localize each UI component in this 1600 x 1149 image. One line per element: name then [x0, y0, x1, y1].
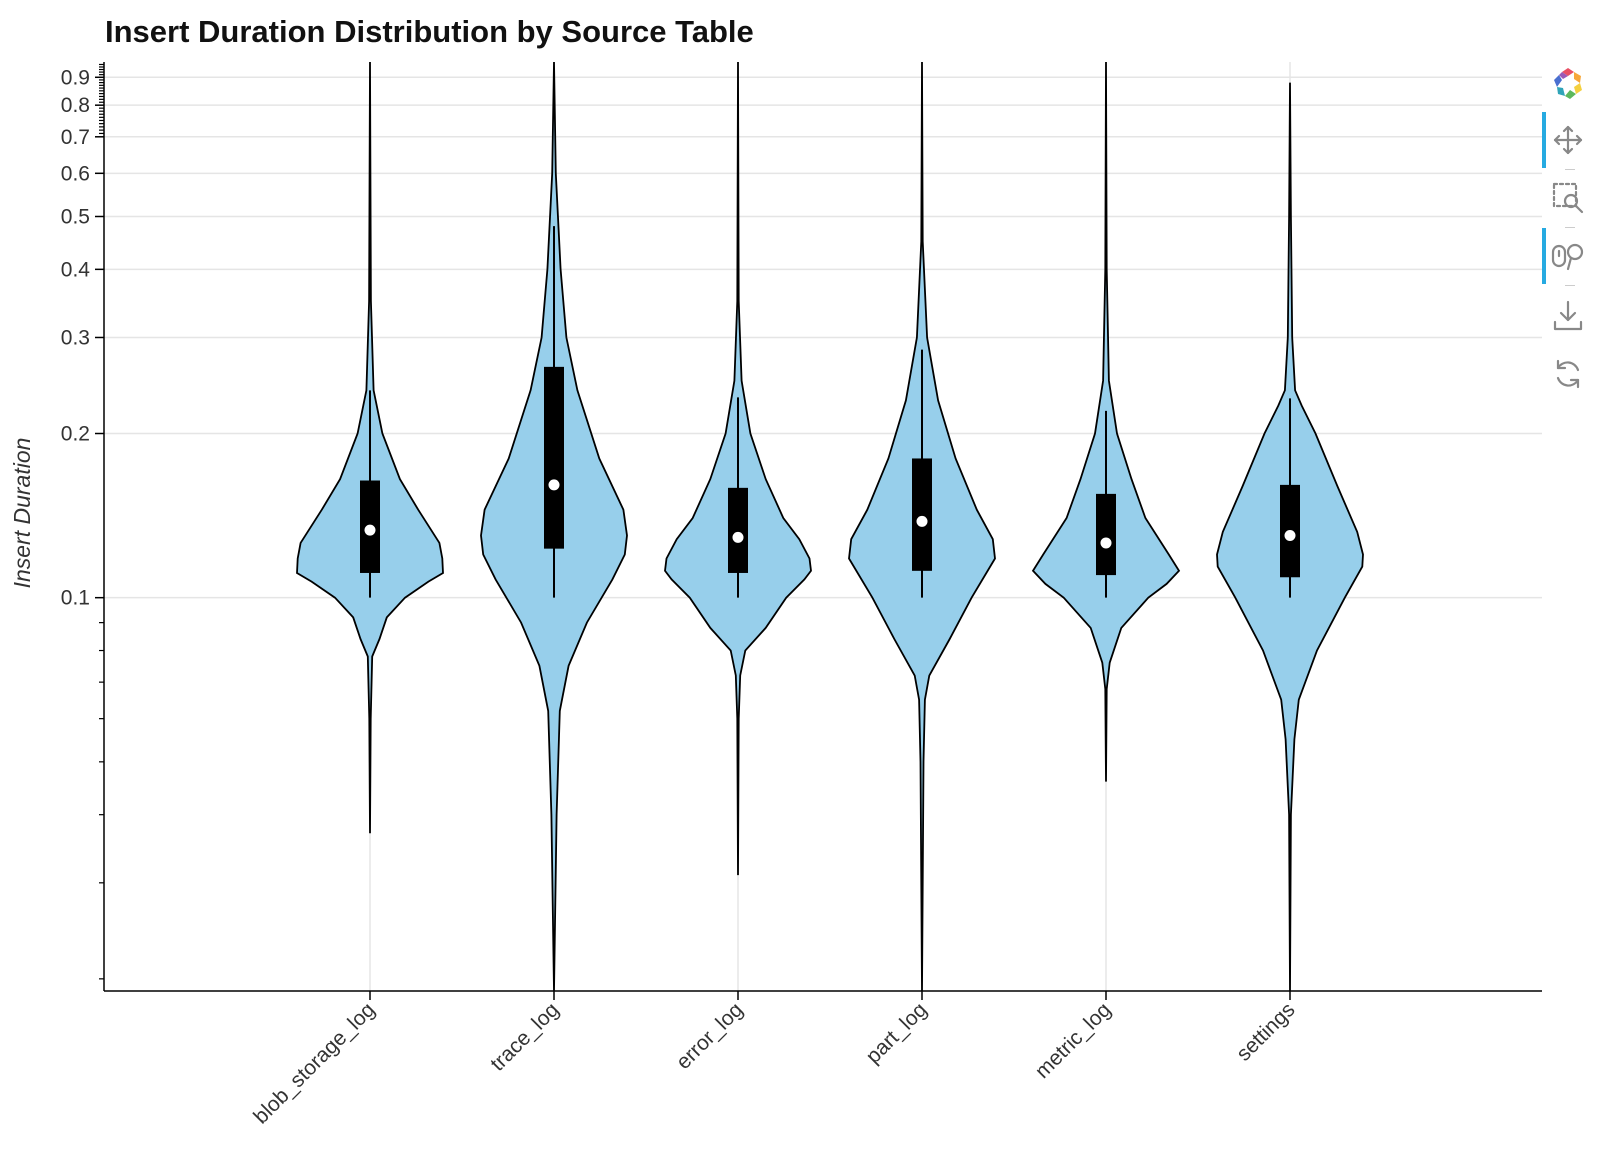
y-tick-label: 0.2	[61, 423, 90, 446]
chart-title: Insert Duration Distribution by Source T…	[105, 14, 754, 49]
wheel-zoom-tool-button[interactable]	[1542, 228, 1594, 284]
y-tick-label: 0.6	[61, 162, 90, 185]
violins	[296, 61, 1364, 992]
violin-median-point	[732, 531, 744, 543]
save-tool-button[interactable]	[1542, 288, 1594, 344]
box-zoom-tool-button[interactable]	[1542, 170, 1594, 226]
y-tick-label: 0.5	[61, 205, 90, 228]
violin-iqr-box	[728, 487, 748, 573]
y-tick-label: 0.7	[61, 126, 90, 149]
x-tick-label: trace_log	[486, 998, 563, 1075]
x-tick-label: metric_log	[1031, 998, 1116, 1083]
box-zoom-icon	[1552, 182, 1584, 214]
plot-toolbar	[1542, 56, 1594, 416]
violin-iqr-box	[1096, 493, 1116, 576]
y-tick-label: 0.9	[61, 66, 90, 89]
violin-group[interactable]	[1031, 61, 1181, 782]
violin-iqr-box	[544, 366, 564, 549]
y-tick-label: 0.8	[61, 94, 90, 117]
x-tick-label: part_log	[862, 998, 932, 1068]
pan-tool-button[interactable]	[1542, 112, 1594, 168]
bokeh-logo-icon[interactable]	[1542, 56, 1594, 112]
save-icon	[1553, 300, 1583, 331]
y-tick-label: 0.1	[61, 587, 90, 610]
violin-median-point	[1100, 537, 1112, 549]
y-tick-label: 0.4	[61, 258, 91, 281]
reset-tool-button[interactable]	[1542, 346, 1594, 402]
reset-icon	[1556, 359, 1580, 389]
y-tick-label: 0.3	[61, 326, 90, 349]
x-tick-label: settings	[1232, 998, 1299, 1065]
x-tick-label: blob_storage_log	[249, 998, 379, 1128]
violin-median-point	[548, 479, 560, 491]
violin-group[interactable]	[848, 61, 996, 992]
pan-icon	[1553, 125, 1583, 155]
violin-group[interactable]	[1216, 82, 1364, 992]
violin-median-point	[1284, 530, 1296, 542]
x-tick-label: error_log	[672, 998, 748, 1074]
violin-median-point	[364, 524, 376, 536]
violin-median-point	[916, 515, 928, 527]
y-axis-title: Insert Duration	[9, 438, 35, 589]
violin-group[interactable]	[296, 61, 444, 834]
violin-group[interactable]	[664, 61, 812, 876]
violin-group[interactable]	[480, 61, 628, 992]
wheel-zoom-icon	[1551, 243, 1584, 271]
violin-iqr-box	[912, 458, 932, 571]
